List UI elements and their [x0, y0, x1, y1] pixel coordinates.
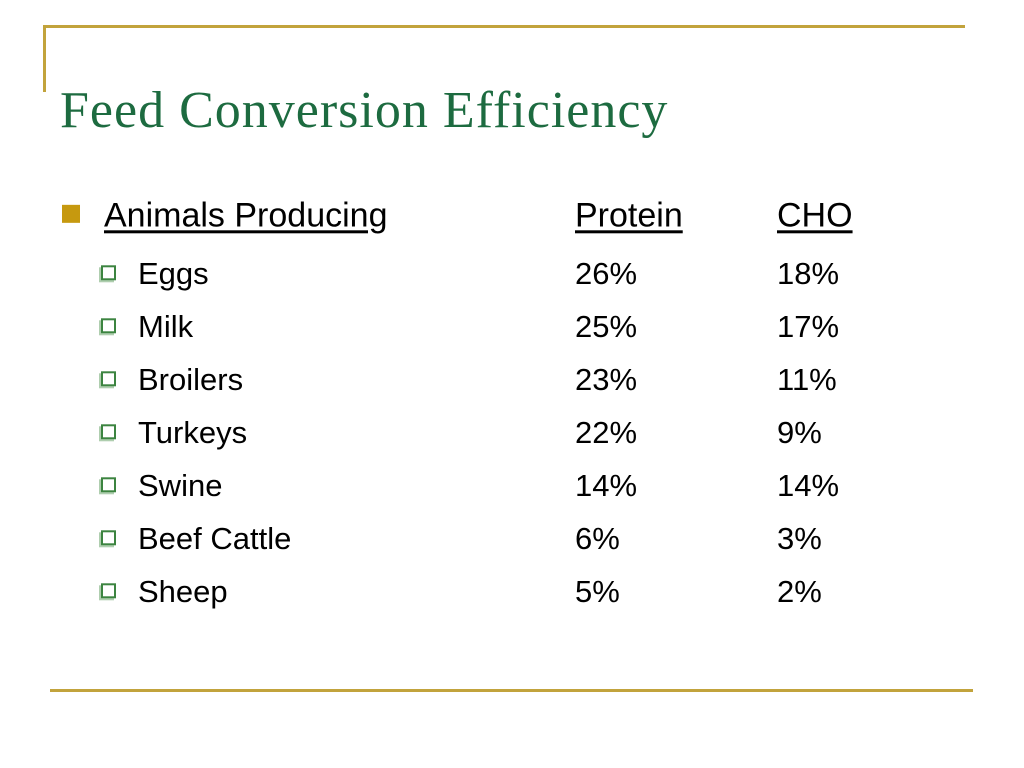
table-row: Sheep 5% 2%: [62, 565, 962, 618]
protein-value: 14%: [575, 467, 638, 503]
cho-value: 14%: [777, 467, 840, 503]
cho-value: 11%: [777, 361, 837, 397]
animal-label: Eggs: [138, 255, 209, 291]
hollow-square-bullet-icon: [101, 370, 116, 386]
top-rule: [43, 25, 965, 28]
protein-value: 5%: [575, 573, 620, 609]
animal-label: Milk: [138, 308, 194, 344]
table-row: Eggs 26% 18%: [62, 247, 962, 300]
table-row: Milk 25% 17%: [62, 300, 962, 353]
table-row: Beef Cattle 6% 3%: [62, 512, 962, 565]
hollow-square-bullet-icon: [101, 529, 116, 545]
column-header-protein: Protein: [575, 196, 683, 235]
cho-value: 3%: [777, 520, 822, 556]
animal-label: Beef Cattle: [138, 520, 292, 556]
animal-label: Swine: [138, 467, 223, 503]
cho-value: 9%: [777, 414, 822, 450]
hollow-square-bullet-icon: [101, 476, 116, 492]
column-header-animals: Animals Producing: [104, 196, 388, 235]
table-row: Broilers 23% 11%: [62, 353, 962, 406]
animal-label: Sheep: [138, 573, 228, 609]
animal-label: Broilers: [138, 361, 244, 397]
hollow-square-bullet-icon: [101, 582, 116, 598]
protein-value: 26%: [575, 255, 638, 291]
protein-value: 23%: [575, 361, 638, 397]
slide-title: Feed Conversion Efficiency: [60, 81, 669, 139]
hollow-square-bullet-icon: [101, 317, 116, 333]
square-bullet-icon: [62, 204, 80, 223]
table-header-row: Animals Producing Protein CHO: [62, 185, 962, 247]
protein-value: 22%: [575, 414, 638, 450]
protein-value: 6%: [575, 520, 620, 556]
hollow-square-bullet-icon: [101, 423, 116, 439]
table-row: Swine 14% 14%: [62, 459, 962, 512]
left-rule: [43, 25, 46, 92]
animal-label: Turkeys: [138, 414, 248, 450]
column-header-cho: CHO: [777, 196, 853, 235]
protein-value: 25%: [575, 308, 638, 344]
bottom-rule: [50, 689, 973, 692]
table-row: Turkeys 22% 9%: [62, 406, 962, 459]
hollow-square-bullet-icon: [101, 264, 116, 280]
cho-value: 17%: [777, 308, 840, 344]
feed-table: Animals Producing Protein CHO Eggs 26% 1…: [62, 185, 962, 618]
cho-value: 18%: [777, 255, 840, 291]
cho-value: 2%: [777, 573, 822, 609]
